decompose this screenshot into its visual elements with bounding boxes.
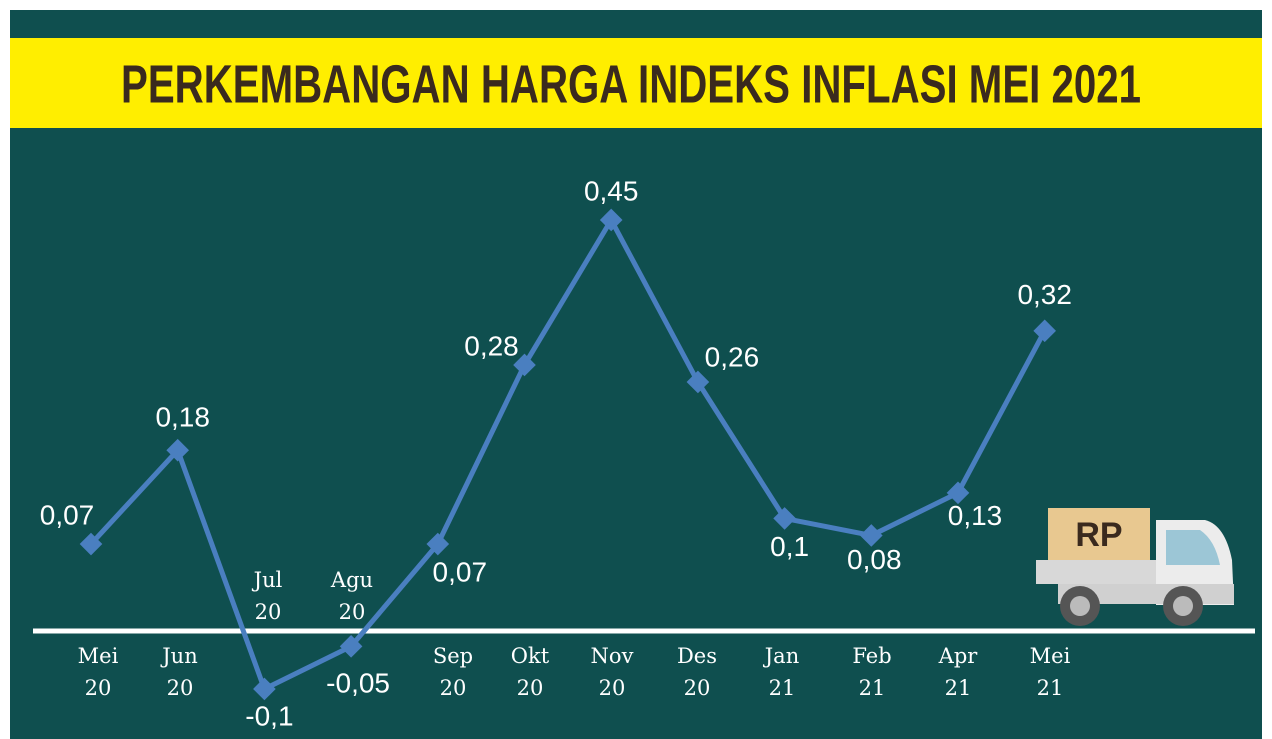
x-tick-label: Mei 21	[1025, 640, 1075, 704]
value-label: 0,07	[433, 556, 488, 587]
x-tick-label: Apr 21	[933, 640, 983, 704]
value-label: 0,26	[705, 341, 760, 372]
value-label: 0,32	[1017, 279, 1072, 310]
x-tick-label: Jun 20	[155, 640, 205, 704]
chart: PERKEMBANGAN HARGA INDEKS INFLASI MEI 20…	[0, 0, 1272, 739]
value-label: 0,08	[847, 544, 902, 575]
value-label: 0,07	[40, 499, 95, 530]
truck-label: RP	[1075, 516, 1122, 554]
value-label: -0,1	[245, 700, 293, 731]
x-tick-label: Mei 20	[73, 640, 123, 704]
value-label: 0,18	[155, 402, 210, 433]
x-tick-label: Nov 20	[587, 640, 637, 704]
value-label: -0,05	[326, 668, 390, 699]
x-tick-label: Okt 20	[505, 640, 555, 704]
chart-title: PERKEMBANGAN HARGA INDEKS INFLASI MEI 20…	[121, 54, 1141, 114]
x-tick-label: Jan 21	[757, 640, 807, 704]
x-tick-label: Feb 21	[847, 640, 897, 704]
x-tick-label: Agu 20	[327, 564, 377, 628]
x-tick-label: Des 20	[672, 640, 722, 704]
value-label: 0,28	[464, 330, 519, 361]
value-label: 0,45	[584, 175, 639, 206]
page: PERKEMBANGAN HARGA INDEKS INFLASI MEI 20…	[0, 0, 1272, 739]
value-label: 0,1	[770, 531, 809, 562]
x-tick-label: Sep 20	[428, 640, 478, 704]
value-label: 0,13	[948, 500, 1003, 531]
x-tick-label: Jul 20	[243, 564, 293, 628]
